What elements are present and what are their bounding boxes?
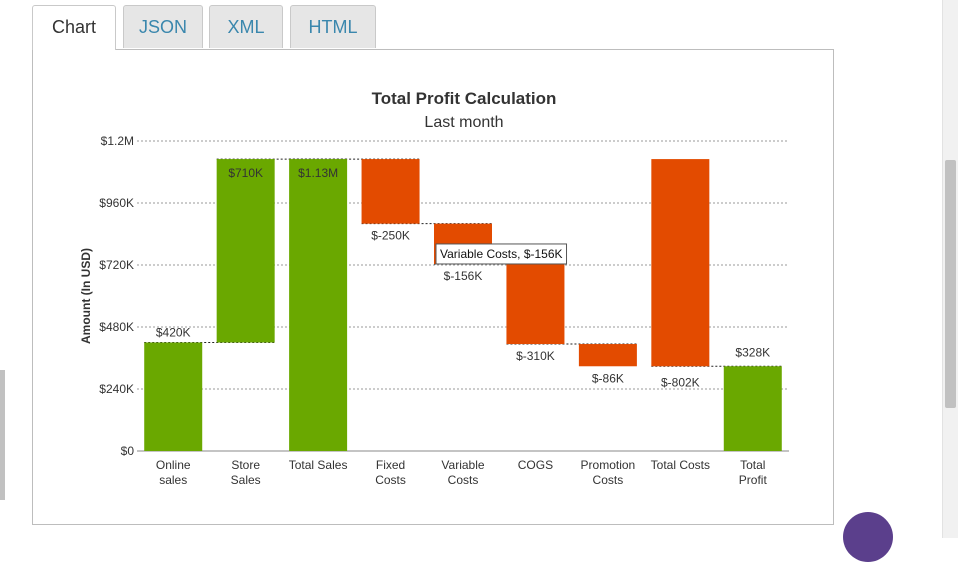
tab-chart[interactable]: Chart [32, 5, 116, 50]
bar-2 [289, 159, 348, 451]
y-tick-label: $240K [99, 382, 134, 396]
y-tick-label: $720K [99, 258, 134, 272]
x-tick-label: Costs [375, 473, 406, 487]
bar-3 [361, 159, 420, 224]
left-scrollbar-fragment [0, 370, 5, 500]
x-tick-label: Variable [441, 458, 484, 472]
x-tick-label: Fixed [376, 458, 405, 472]
y-tick-label: $1.2M [101, 134, 134, 148]
page-scrollbar-thumb[interactable] [945, 160, 956, 408]
tooltip-box [435, 243, 568, 265]
x-tick-label: Store [231, 458, 260, 472]
x-tick-label: Costs [448, 473, 479, 487]
y-tick-label: $0 [121, 444, 135, 458]
chart-panel: Total Profit Calculation Last month Amou… [32, 49, 834, 525]
x-tick-label: Promotion [581, 458, 636, 472]
bar-7 [651, 159, 710, 367]
data-label: $-250K [371, 229, 410, 243]
x-tick-label: Profit [739, 473, 768, 487]
x-tick-label: COGS [518, 458, 553, 472]
x-tick-label: Sales [231, 473, 261, 487]
x-tick-label: Total [740, 458, 765, 472]
bar-5 [506, 263, 565, 345]
chart-subtitle: Last month [424, 114, 503, 131]
x-tick-label: sales [159, 473, 187, 487]
floating-action-button[interactable] [843, 512, 893, 562]
x-tick-label: Online [156, 458, 191, 472]
y-axis-title: Amount (In USD) [79, 248, 93, 344]
tab-html[interactable]: HTML [290, 5, 376, 48]
y-tick-label: $960K [99, 196, 134, 210]
data-label: $710K [228, 166, 263, 180]
tab-xml[interactable]: XML [209, 5, 283, 48]
bar-8 [723, 366, 782, 451]
data-label: $420K [156, 326, 191, 340]
waterfall-chart: Total Profit Calculation Last month Amou… [79, 89, 789, 487]
bar-1 [216, 159, 275, 343]
x-tick-label: Total Sales [289, 458, 348, 472]
data-label: $-802K [661, 375, 700, 389]
bar-0 [144, 342, 203, 451]
bar-6 [578, 344, 637, 367]
data-label: $-310K [516, 349, 555, 363]
data-label: $-156K [444, 269, 483, 283]
data-label: $1.13M [298, 166, 338, 180]
x-tick-label: Total Costs [651, 458, 710, 472]
chart-title: Total Profit Calculation [372, 89, 557, 108]
y-tick-label: $480K [99, 320, 134, 334]
tab-json[interactable]: JSON [123, 5, 203, 48]
tooltip-text: Variable Costs, $-156K [440, 247, 563, 261]
data-label: $328K [735, 345, 770, 359]
x-tick-label: Costs [593, 473, 624, 487]
data-label: $-86K [592, 371, 624, 385]
